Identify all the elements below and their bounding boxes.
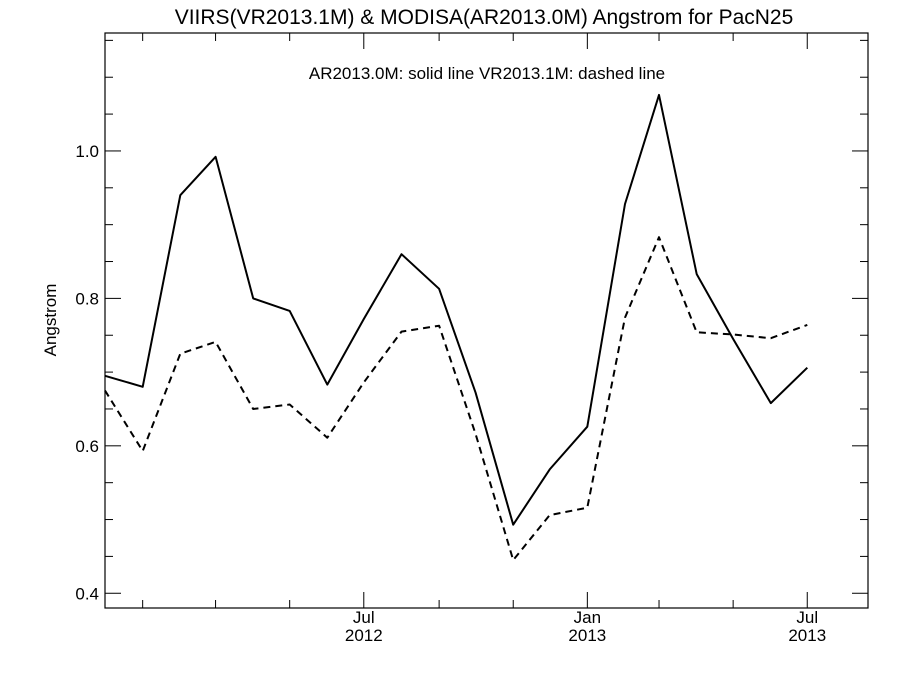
line-style-note: AR2013.0M: solid line VR2013.1M: dashed … [309,64,665,83]
series-layer [104,93,808,562]
x-tick-month-label: Jul [353,608,375,627]
y-tick-label: 0.4 [75,584,99,603]
series-line-dashed [104,236,808,562]
y-tick-label: 0.6 [75,437,99,456]
x-tick-month-label: Jan [574,608,601,627]
chart-title: VIIRS(VR2013.1M) & MODISA(AR2013.0M) Ang… [175,6,794,29]
plot-frame [104,32,869,609]
series-line-solid [104,93,808,526]
x-tick-year-label: 2013 [788,626,826,645]
y-tick-label: 0.8 [75,289,99,308]
x-tick-month-label: Jul [796,608,818,627]
x-tick-year-label: 2012 [345,626,383,645]
x-tick-year-label: 2013 [568,626,606,645]
y-tick-label: 1.0 [75,142,99,161]
y-axis-ticks: 0.4 0.6 0.8 1.0 [75,39,868,603]
y-axis-label: Angstrom [41,284,60,357]
